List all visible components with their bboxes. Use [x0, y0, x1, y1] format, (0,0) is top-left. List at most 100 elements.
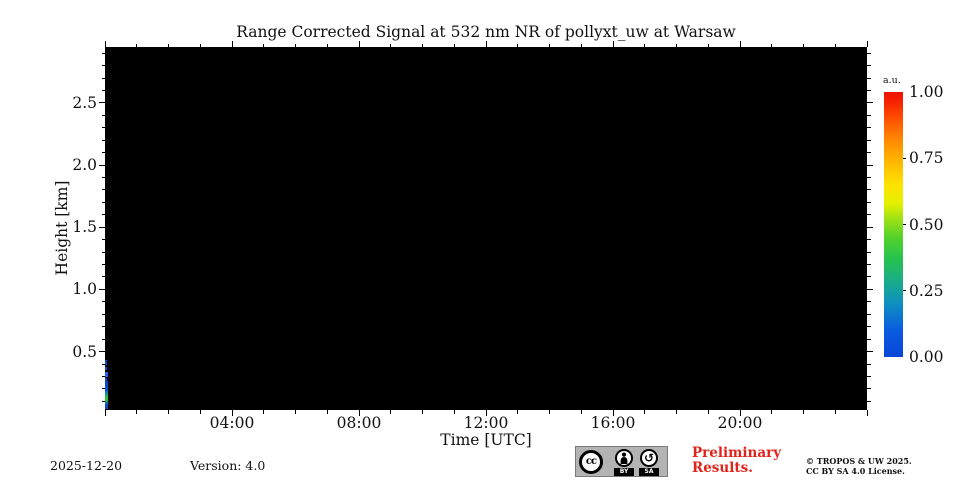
x-minor-tick: [803, 410, 804, 414]
sa-label: SA: [639, 468, 659, 476]
y-minor-tick: [101, 326, 105, 328]
cc-icon: cc: [579, 450, 603, 474]
y-minor-tick: [867, 114, 871, 116]
x-minor-tick: [676, 410, 677, 414]
x-tick-label: 04:00: [209, 414, 255, 432]
copyright-note: © TROPOS & UW 2025. CC BY SA 4.0 License…: [806, 456, 912, 476]
y-minor-tick: [101, 189, 105, 191]
y-minor-tick: [867, 177, 871, 179]
x-minor-tick: [136, 410, 138, 414]
x-minor-tick: [422, 410, 423, 414]
colorbar-tick-label: 0.00: [909, 348, 944, 366]
y-minor-tick: [101, 114, 105, 116]
x-axis-title: Time [UTC]: [440, 431, 532, 449]
x-minor-tick: [834, 410, 836, 414]
y-major-tick: [99, 288, 105, 290]
x-major-tick: [739, 410, 741, 416]
x-minor-tick: [644, 410, 646, 414]
x-minor-tick: [168, 43, 169, 47]
y-minor-tick: [101, 90, 105, 91]
x-minor-tick: [771, 43, 773, 47]
y-minor-tick: [101, 264, 105, 266]
x-major-tick: [739, 41, 741, 47]
y-tick-label: 1.0: [72, 280, 97, 299]
x-minor-tick: [199, 410, 201, 414]
y-minor-tick: [101, 239, 105, 241]
copyright-line1: © TROPOS & UW 2025.: [806, 456, 912, 466]
x-minor-tick: [453, 43, 455, 47]
y-minor-tick: [867, 189, 871, 191]
colorbar-tick-label: 1.00: [909, 83, 944, 101]
x-major-tick: [104, 41, 106, 47]
y-minor-tick: [867, 52, 871, 54]
y-minor-tick: [867, 276, 871, 278]
y-minor-tick: [867, 239, 871, 241]
x-major-tick: [231, 41, 233, 47]
x-minor-tick: [295, 43, 296, 47]
y-minor-tick: [101, 214, 105, 216]
y-tick-label: 2.5: [72, 93, 97, 112]
x-major-tick: [866, 410, 868, 416]
y-minor-tick: [867, 127, 871, 129]
x-minor-tick: [295, 410, 296, 414]
y-minor-tick: [867, 363, 871, 365]
x-minor-tick: [834, 43, 836, 47]
x-minor-tick: [326, 43, 328, 47]
y-minor-tick: [101, 251, 105, 253]
x-minor-tick: [326, 410, 328, 414]
x-tick-label: 12:00: [463, 414, 509, 432]
y-major-tick: [99, 102, 105, 104]
y-minor-tick: [867, 139, 871, 141]
person-icon: [620, 452, 628, 464]
colorbar-tick-label: 0.25: [909, 281, 944, 300]
x-minor-tick: [644, 43, 646, 47]
x-minor-tick: [263, 43, 265, 47]
x-major-tick: [104, 410, 106, 416]
plot-area: [105, 47, 867, 410]
y-major-tick: [99, 226, 105, 228]
y-minor-tick: [867, 65, 871, 67]
y-minor-tick: [101, 388, 105, 390]
y-tick-label: 0.5: [72, 342, 97, 361]
y-minor-tick: [867, 400, 871, 402]
y-major-tick: [867, 164, 873, 166]
y-major-tick: [867, 226, 873, 228]
signal-column: [105, 381, 108, 409]
y-minor-tick: [101, 375, 105, 377]
x-minor-tick: [390, 410, 392, 414]
y-minor-tick: [101, 400, 105, 402]
preliminary-line1: Preliminary: [692, 445, 782, 461]
cc-by-sa-license-badge[interactable]: cc ↺ BY SA: [575, 446, 668, 477]
y-minor-tick: [867, 264, 871, 266]
x-minor-tick: [199, 43, 201, 47]
y-minor-tick: [101, 77, 105, 79]
y-minor-tick: [867, 201, 871, 203]
x-minor-tick: [707, 410, 709, 414]
y-minor-tick: [867, 375, 871, 377]
x-minor-tick: [803, 43, 804, 47]
x-tick-label: 16:00: [590, 414, 636, 432]
x-tick-label: 20:00: [717, 414, 763, 432]
y-tick-label: 1.5: [72, 218, 97, 237]
x-major-tick: [358, 410, 360, 416]
x-minor-tick: [453, 410, 455, 414]
x-minor-tick: [580, 410, 582, 414]
x-major-tick: [231, 410, 233, 416]
share-alike-arrow-icon: ↺: [640, 449, 658, 467]
y-minor-tick: [101, 52, 105, 54]
x-minor-tick: [422, 43, 423, 47]
y-minor-tick: [867, 338, 871, 340]
preliminary-results-note: Preliminary Results.: [692, 446, 781, 475]
by-label: BY: [614, 468, 634, 476]
y-major-tick: [867, 288, 873, 290]
y-minor-tick: [101, 177, 105, 179]
signal-speckle: [105, 372, 108, 377]
x-minor-tick: [517, 43, 519, 47]
copyright-line2: CC BY SA 4.0 License.: [806, 466, 905, 476]
x-minor-tick: [517, 410, 519, 414]
x-major-tick: [485, 41, 487, 47]
colorbar: [884, 92, 903, 357]
y-minor-tick: [101, 201, 105, 203]
y-minor-tick: [101, 139, 105, 141]
y-major-tick: [99, 164, 105, 166]
